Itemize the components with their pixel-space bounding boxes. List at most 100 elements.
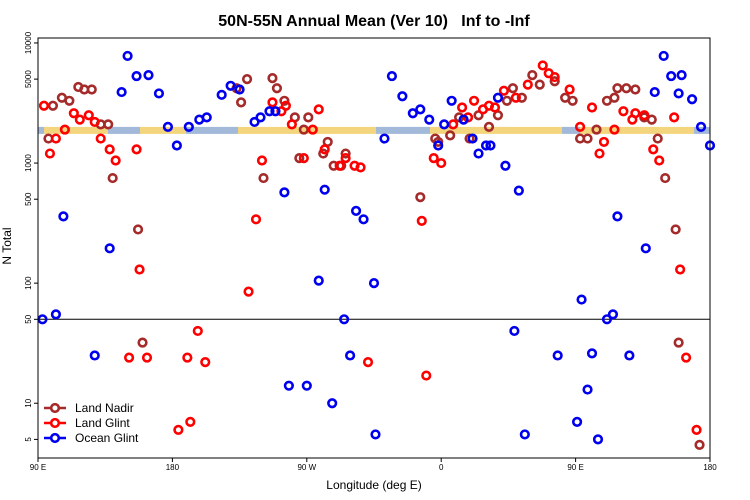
- data-point: [552, 350, 563, 361]
- band-segment: [392, 126, 395, 134]
- band-segment: [596, 126, 599, 134]
- data-point: [516, 92, 527, 103]
- data-point: [436, 157, 447, 169]
- data-point: [527, 70, 538, 81]
- band-segment: [144, 126, 147, 134]
- data-point: [468, 95, 480, 106]
- x-tick-label: 0: [439, 463, 444, 472]
- data-point: [501, 95, 513, 106]
- band-segment: [122, 126, 125, 134]
- data-point: [225, 80, 236, 91]
- band-segment: [112, 126, 115, 134]
- band-segment: [116, 126, 119, 134]
- band-segment: [182, 126, 185, 134]
- band-segment: [696, 126, 699, 134]
- band-segment: [492, 126, 495, 134]
- band-segment: [102, 126, 105, 134]
- band-segment: [252, 126, 255, 134]
- band-segment: [222, 126, 225, 134]
- band-segment: [664, 126, 667, 134]
- band-segment: [328, 126, 331, 134]
- data-point: [68, 108, 79, 119]
- band-segment: [614, 126, 617, 134]
- data-point: [137, 337, 148, 348]
- data-point: [255, 112, 266, 123]
- band-segment: [348, 126, 351, 134]
- band-segment: [416, 126, 419, 134]
- band-segment: [256, 126, 259, 134]
- band-segment: [56, 126, 59, 134]
- band-segment: [494, 126, 497, 134]
- data-point: [591, 124, 602, 135]
- data-point: [670, 224, 681, 235]
- band-segment: [636, 126, 639, 134]
- band-segment: [706, 126, 709, 134]
- band-segment: [310, 126, 313, 134]
- data-point: [294, 152, 305, 164]
- data-point: [162, 121, 174, 133]
- band-segment: [468, 126, 471, 134]
- data-point: [646, 114, 657, 125]
- data-point: [513, 185, 524, 196]
- band-segment: [396, 126, 399, 134]
- band-segment: [114, 126, 117, 134]
- band-segment: [232, 126, 235, 134]
- band-segment: [278, 126, 281, 134]
- band-segment: [634, 126, 637, 134]
- data-point: [103, 119, 114, 130]
- band-segment: [566, 126, 569, 134]
- band-segment: [136, 126, 139, 134]
- data-point: [86, 84, 97, 95]
- band-segment: [224, 126, 227, 134]
- data-point: [298, 152, 309, 164]
- data-point: [319, 144, 330, 155]
- band-segment: [258, 126, 261, 134]
- band-segment: [268, 126, 271, 134]
- band-segment: [98, 126, 101, 134]
- band-segment: [454, 126, 457, 134]
- data-point: [59, 124, 70, 135]
- data-point: [582, 384, 593, 395]
- band-segment: [226, 126, 229, 134]
- band-segment: [282, 126, 285, 134]
- band-segment: [656, 126, 659, 134]
- band-segment: [606, 126, 609, 134]
- band-segment: [248, 126, 251, 134]
- band-segment: [410, 126, 413, 134]
- band-segment: [624, 126, 627, 134]
- data-point: [171, 140, 182, 151]
- data-point: [498, 85, 510, 96]
- data-point: [586, 348, 598, 359]
- data-point: [652, 133, 663, 144]
- data-point: [270, 106, 281, 117]
- band-segment: [200, 126, 203, 134]
- band-segment: [152, 126, 155, 134]
- band-segment: [230, 126, 233, 134]
- band-segment: [324, 126, 327, 134]
- data-point: [564, 84, 575, 95]
- band-segment: [632, 126, 635, 134]
- y-tick-label: 10: [24, 398, 33, 407]
- band-segment: [442, 126, 445, 134]
- band-segment: [668, 126, 671, 134]
- data-point: [658, 50, 669, 62]
- band-segment: [516, 126, 519, 134]
- band-segment: [274, 126, 277, 134]
- data-point: [598, 136, 610, 148]
- band-segment: [574, 126, 577, 134]
- band-segment: [228, 126, 231, 134]
- data-point: [549, 76, 560, 87]
- data-points: [37, 50, 716, 450]
- band-segment: [642, 126, 645, 134]
- band-segment: [374, 126, 377, 134]
- band-segment: [588, 126, 591, 134]
- y-axis-label: N Total: [0, 227, 14, 264]
- band-segment: [638, 126, 641, 134]
- band-segment: [520, 126, 523, 134]
- data-point: [267, 97, 278, 108]
- band-segment: [332, 126, 335, 134]
- band-segment: [86, 126, 89, 134]
- band-segment: [138, 126, 141, 134]
- y-tick-label: 1000: [24, 154, 33, 172]
